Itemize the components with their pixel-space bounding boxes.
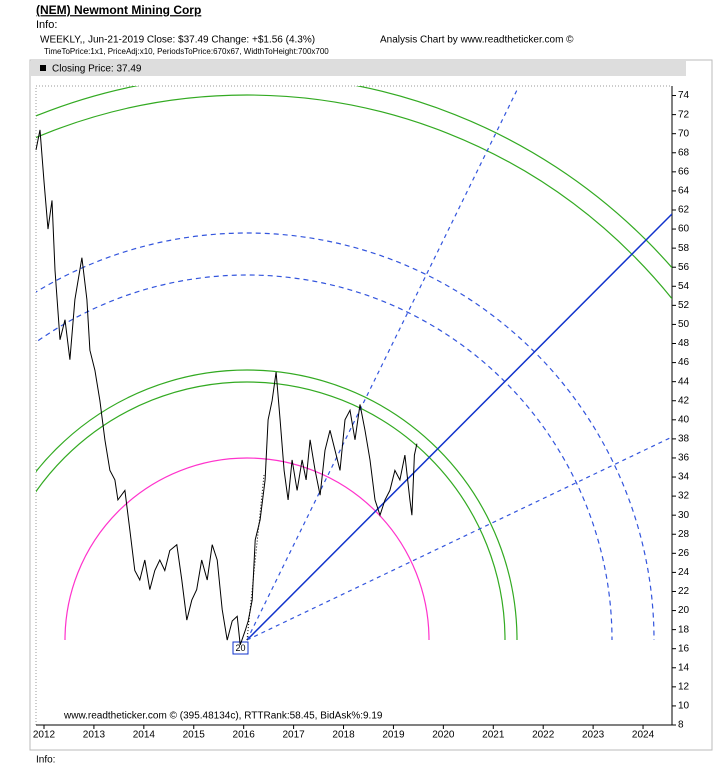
y-tick-label: 66 (678, 166, 690, 177)
credit: Analysis Chart by www.readtheticker.com … (380, 35, 574, 46)
y-tick-label: 26 (678, 548, 690, 559)
trend-line (246, 213, 672, 641)
annotation-box (232, 641, 249, 655)
chart-frame (29, 59, 713, 751)
annotation: 20 (235, 643, 245, 653)
y-tick-label: 68 (678, 147, 690, 158)
y-tick-label: 50 (678, 319, 690, 330)
chart-title: (NEM) Newmont Mining Corp (36, 3, 201, 17)
y-tick-label: 54 (678, 281, 690, 292)
y-tick-label: 56 (678, 262, 690, 273)
y-tick-label: 36 (678, 453, 690, 464)
x-tick-label: 2021 (482, 730, 505, 741)
y-tick-label: 24 (678, 567, 690, 578)
info-label: Info: (36, 19, 57, 31)
y-tick-label: 70 (678, 128, 690, 139)
y-tick-label: 30 (678, 510, 690, 521)
legend-swatch (40, 65, 46, 71)
x-tick-label: 2012 (33, 730, 56, 741)
info-label: Info: (36, 755, 55, 766)
x-tick-label: 2024 (632, 730, 655, 741)
arc (36, 232, 655, 641)
legend-bar (31, 61, 686, 76)
x-tick-label: 2019 (382, 730, 405, 741)
y-tick-label: 44 (678, 376, 690, 387)
y-tick-label: 64 (678, 186, 690, 197)
y-tick-label: 58 (678, 243, 690, 254)
y-tick-label: 14 (678, 662, 690, 673)
y-tick-label: 62 (678, 205, 690, 216)
trend-line (246, 436, 672, 641)
y-tick-label: 12 (678, 681, 690, 692)
y-tick-label: 38 (678, 434, 690, 445)
arc (36, 369, 518, 641)
y-tick-label: 16 (678, 643, 690, 654)
x-tick-label: 2014 (133, 730, 156, 741)
y-tick-label: 60 (678, 224, 690, 235)
y-tick-label: 74 (678, 90, 690, 101)
y-tick-label: 8 (678, 720, 684, 731)
x-tick-label: 2018 (332, 730, 355, 741)
y-tick-label: 72 (678, 109, 690, 120)
y-tick-label: 18 (678, 624, 690, 635)
subtitle: WEEKLY,, Jun-21-2019 Close: $37.49 Chang… (40, 35, 315, 46)
footer: www.readtheticker.com © (395.48134c), RT… (63, 711, 383, 722)
x-tick-label: 2022 (532, 730, 555, 741)
y-tick-label: 40 (678, 414, 690, 425)
arc (36, 94, 672, 300)
y-tick-label: 28 (678, 529, 690, 540)
arc (36, 274, 613, 641)
x-tick-label: 2020 (432, 730, 455, 741)
y-tick-label: 20 (678, 605, 690, 616)
y-tick-label: 22 (678, 586, 690, 597)
x-tick-label: 2017 (282, 730, 305, 741)
y-tick-label: 42 (678, 395, 690, 406)
y-tick-label: 34 (678, 472, 690, 483)
y-tick-label: 46 (678, 357, 690, 368)
arc (64, 457, 430, 641)
y-tick-label: 48 (678, 338, 690, 349)
overlays (36, 86, 672, 641)
arc (36, 86, 672, 269)
y-tick-label: 52 (678, 300, 690, 311)
arc (36, 381, 506, 641)
x-tick-label: 2016 (233, 730, 256, 741)
settings-line: TimeToPrice:1x1, PriceAdj:x10, PeriodsTo… (44, 47, 329, 56)
trend-line (246, 87, 519, 641)
price-line (35, 129, 418, 646)
x-tick-label: 2013 (83, 730, 106, 741)
y-tick-label: 32 (678, 491, 690, 502)
x-tick-label: 2015 (183, 730, 206, 741)
legend-label: Closing Price: 37.49 (52, 64, 142, 75)
y-tick-label: 10 (678, 701, 690, 712)
x-tick-label: 2023 (582, 730, 605, 741)
